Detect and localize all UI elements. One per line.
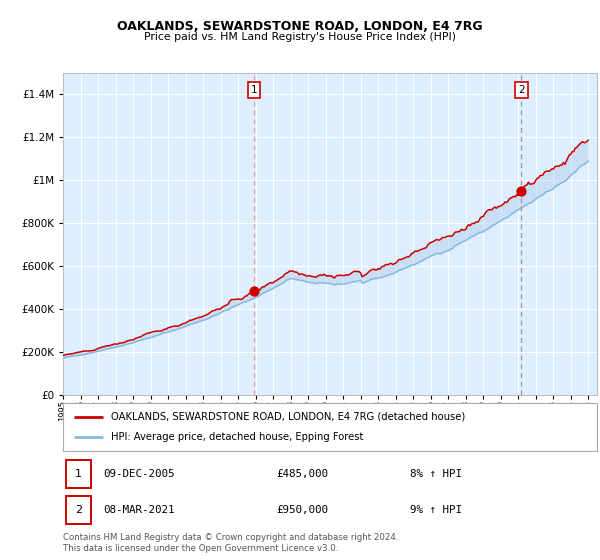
Text: Contains HM Land Registry data © Crown copyright and database right 2024.
This d: Contains HM Land Registry data © Crown c… <box>63 533 398 553</box>
Text: 2: 2 <box>518 85 524 95</box>
Text: 8% ↑ HPI: 8% ↑ HPI <box>410 469 462 479</box>
Text: Price paid vs. HM Land Registry's House Price Index (HPI): Price paid vs. HM Land Registry's House … <box>144 32 456 42</box>
Text: 1: 1 <box>75 469 82 479</box>
Text: 1: 1 <box>251 85 257 95</box>
Point <box>250 286 259 295</box>
Text: £485,000: £485,000 <box>277 469 329 479</box>
Text: 9% ↑ HPI: 9% ↑ HPI <box>410 505 462 515</box>
Bar <box>65 460 91 488</box>
Text: 2: 2 <box>75 505 82 515</box>
Point <box>517 186 526 195</box>
Text: 08-MAR-2021: 08-MAR-2021 <box>103 505 175 515</box>
Text: HPI: Average price, detached house, Epping Forest: HPI: Average price, detached house, Eppi… <box>111 432 364 442</box>
Text: OAKLANDS, SEWARDSTONE ROAD, LONDON, E4 7RG: OAKLANDS, SEWARDSTONE ROAD, LONDON, E4 7… <box>117 20 483 32</box>
Text: 09-DEC-2005: 09-DEC-2005 <box>103 469 175 479</box>
Text: £950,000: £950,000 <box>277 505 329 515</box>
Text: OAKLANDS, SEWARDSTONE ROAD, LONDON, E4 7RG (detached house): OAKLANDS, SEWARDSTONE ROAD, LONDON, E4 7… <box>111 412 466 422</box>
Bar <box>65 496 91 524</box>
